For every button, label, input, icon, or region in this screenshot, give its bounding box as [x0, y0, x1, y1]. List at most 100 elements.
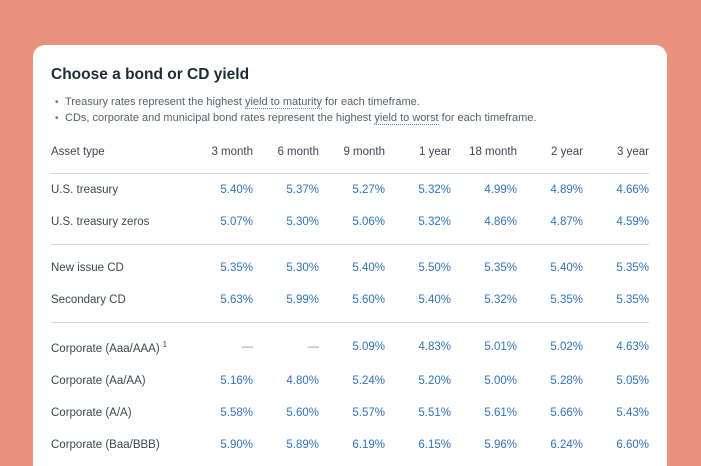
yield-cell: 5.32%: [385, 206, 451, 245]
column-header-1-year: 1 year: [385, 141, 451, 174]
asset-type-label: U.S. treasury: [51, 184, 119, 196]
table-row: U.S. treasury zeros 5.07% 5.30% 5.06% 5.32% 4…: [51, 206, 649, 245]
yield-value-link[interactable]: 5.01%: [484, 341, 517, 354]
yield-cell: 5.60%: [319, 284, 385, 323]
yield-value-link[interactable]: 4.83%: [418, 341, 451, 354]
yield-value-link[interactable]: 5.40%: [352, 262, 385, 274]
yield-cell: 4.86%: [451, 206, 517, 245]
column-header-3-month: 3 month: [187, 141, 253, 174]
yield-value-link[interactable]: 5.35%: [550, 294, 583, 306]
yield-cell: 5.02%: [517, 323, 583, 365]
yield-value-link[interactable]: 5.06%: [352, 216, 385, 228]
yield-cell: 5.40%: [319, 245, 385, 285]
yield-value-link[interactable]: 4.86%: [484, 216, 517, 228]
yield-value-link[interactable]: 4.63%: [616, 341, 649, 354]
yield-value-link[interactable]: 5.89%: [286, 438, 319, 451]
yield-cell: 5.05%: [583, 365, 649, 397]
yield-value-link[interactable]: 5.40%: [550, 262, 583, 274]
yield-cell: 5.57%: [319, 397, 385, 429]
table-row: Corporate (Aaa/AAA) 1 — — 5.09% 4.83% 5.01% 5.0…: [51, 323, 649, 365]
yield-value-link[interactable]: 5.32%: [418, 184, 451, 196]
yield-value-link[interactable]: 5.51%: [418, 406, 451, 419]
yield-value-link[interactable]: 5.32%: [484, 294, 517, 306]
yield-value-link[interactable]: 5.27%: [352, 184, 385, 196]
yield-value-link[interactable]: 5.96%: [484, 438, 517, 451]
yield-value-link[interactable]: 5.37%: [286, 184, 319, 196]
yield-value-link[interactable]: 4.87%: [550, 216, 583, 228]
yield-value-link[interactable]: 5.40%: [220, 184, 253, 196]
yield-cell: 4.83%: [385, 323, 451, 365]
yield-cell: 5.00%: [451, 365, 517, 397]
yield-value-link[interactable]: 5.00%: [484, 374, 517, 387]
yield-value-link[interactable]: 5.58%: [220, 406, 253, 419]
yield-cell: 4.80%: [253, 365, 319, 397]
yield-value-link[interactable]: 5.35%: [616, 262, 649, 274]
asset-type-label: Corporate (Aaa/AAA) 1: [51, 340, 168, 355]
yield-value-link[interactable]: 5.30%: [286, 262, 319, 274]
yield-value-link[interactable]: 5.50%: [418, 262, 451, 274]
yield-cell: 5.16%: [187, 365, 253, 397]
yield-value-link[interactable]: 5.16%: [220, 374, 253, 387]
table-row: New issue CD 5.35% 5.30% 5.40% 5.50% 5.35% 5.4…: [51, 245, 649, 285]
note-text: Treasury rates represent the highest: [65, 96, 245, 108]
yield-value-link[interactable]: 6.15%: [418, 438, 451, 451]
yield-value-link[interactable]: 5.99%: [286, 294, 319, 306]
yield-cell: 5.58%: [187, 397, 253, 429]
yield-value-link[interactable]: 5.57%: [352, 406, 385, 419]
yield-cell: 4.87%: [517, 206, 583, 245]
yield-value-link[interactable]: 6.60%: [616, 438, 649, 451]
table-row: U.S. treasury 5.40% 5.37% 5.27% 5.32% 4.99% 4.…: [51, 174, 649, 207]
yield-value-link[interactable]: 5.61%: [484, 406, 517, 419]
yield-cell: 4.59%: [583, 206, 649, 245]
yield-table: Asset type 3 month 6 month 9 month 1 yea…: [51, 141, 649, 461]
yield-value-link[interactable]: 5.02%: [550, 341, 583, 354]
yield-value-link[interactable]: 5.66%: [550, 406, 583, 419]
yield-value-link[interactable]: 5.35%: [484, 262, 517, 274]
yield-cell: 5.89%: [253, 429, 319, 461]
table-row: Corporate (A/A) 5.58% 5.60% 5.57% 5.51% 5.61%…: [51, 397, 649, 429]
yield-value-link[interactable]: 4.89%: [550, 184, 583, 196]
yield-value-link[interactable]: 6.19%: [352, 438, 385, 451]
glossary-link-yield-to-worst[interactable]: yield to worst: [374, 111, 439, 125]
yield-table-header: Asset type 3 month 6 month 9 month 1 yea…: [51, 141, 649, 174]
asset-type-label: Secondary CD: [51, 284, 187, 323]
yield-value-link[interactable]: 5.20%: [418, 374, 451, 387]
yield-value-link[interactable]: 4.80%: [286, 374, 319, 387]
yield-cell: 5.99%: [253, 284, 319, 323]
yield-value-link[interactable]: 5.90%: [220, 438, 253, 451]
yield-value-link[interactable]: 5.60%: [352, 294, 385, 306]
yield-value-link[interactable]: 4.66%: [616, 184, 649, 196]
yield-value-link[interactable]: 6.24%: [550, 438, 583, 451]
yield-value-link[interactable]: 5.05%: [616, 374, 649, 387]
yield-cell: 5.32%: [385, 174, 451, 207]
yield-value-link[interactable]: 5.09%: [352, 341, 385, 354]
yield-value-link[interactable]: 5.30%: [286, 216, 319, 228]
yield-table-body: U.S. treasury 5.40% 5.37% 5.27% 5.32% 4.99% 4.…: [51, 174, 649, 461]
yield-value-link[interactable]: 5.43%: [616, 406, 649, 419]
empty-yield-value: —: [307, 341, 320, 354]
column-header-18-month: 18 month: [451, 141, 517, 174]
glossary-link-yield-to-maturity[interactable]: yield to maturity: [244, 96, 322, 109]
yield-value-link[interactable]: 5.40%: [418, 294, 451, 306]
yield-value-link[interactable]: 5.24%: [352, 374, 385, 387]
yield-value-link[interactable]: 5.60%: [286, 406, 319, 419]
yield-cell: 5.07%: [187, 206, 253, 245]
footnote-marker: 1: [162, 340, 168, 349]
yield-cell: 5.50%: [385, 245, 451, 285]
yield-value-link[interactable]: 4.99%: [484, 184, 517, 196]
yield-value-link[interactable]: 5.35%: [220, 262, 253, 274]
yield-cell: 5.90%: [187, 429, 253, 461]
yield-value-link[interactable]: 5.07%: [220, 216, 253, 228]
yield-cell: 5.20%: [385, 365, 451, 397]
note-treasury: • Treasury rates represent the highest yi…: [51, 95, 649, 111]
yield-value-link[interactable]: 5.35%: [616, 294, 649, 306]
yield-cell: 5.51%: [385, 397, 451, 429]
yield-value-link[interactable]: 5.63%: [220, 294, 253, 306]
bullet-icon: •: [55, 112, 59, 124]
yield-value-link[interactable]: 5.28%: [550, 374, 583, 387]
yield-value-link[interactable]: 4.59%: [616, 216, 649, 228]
yield-cell: 5.60%: [253, 397, 319, 429]
yield-cell: 5.35%: [583, 245, 649, 285]
yield-cell: 5.24%: [319, 365, 385, 397]
yield-value-link[interactable]: 5.32%: [418, 216, 451, 228]
